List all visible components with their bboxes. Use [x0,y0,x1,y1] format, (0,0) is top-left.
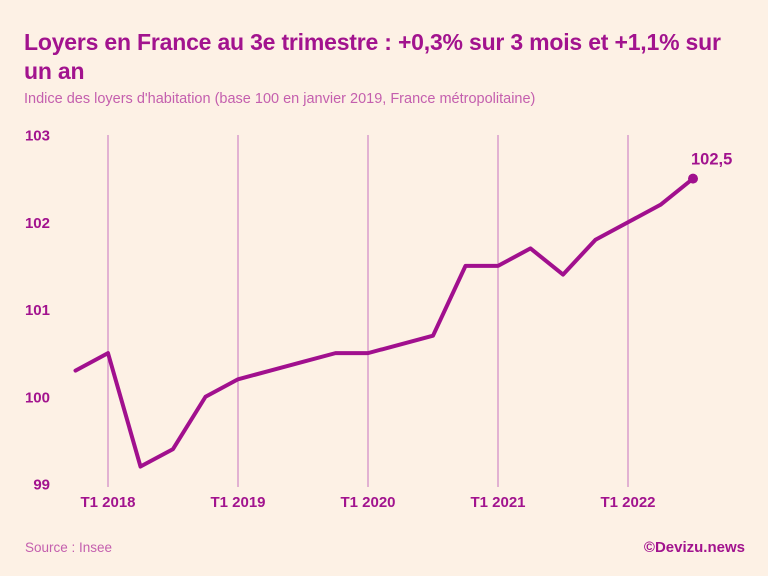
rent-index-line [73,176,695,469]
credit-label: ©Devizu.news [643,539,745,556]
source-label: Source : Insee [25,540,113,555]
x-axis-tick-label: T1 2019 [210,494,265,511]
page-subtitle: Indice des loyers d'habitation (base 100… [24,91,536,107]
y-axis-tick-label: 101 [25,302,50,319]
x-axis-tick-label: T1 2018 [80,494,135,511]
x-axis-tick-label: T1 2021 [470,494,525,511]
x-axis-tick-label: T1 2020 [340,494,395,511]
chart-header: Loyers en France au 3e trimestre : +0,3%… [24,28,746,108]
last-point-marker [688,173,698,184]
y-axis-tick-label: 99 [33,477,50,494]
y-axis-tick-label: 103 [25,128,50,145]
y-axis-tick-label: 102 [25,215,50,232]
x-axis-tick-label: T1 2022 [600,494,655,511]
page-title: Loyers en France au 3e trimestre : +0,3%… [24,29,721,84]
last-point-value-label: 102,5 [691,151,732,169]
y-axis-tick-label: 100 [25,389,50,406]
